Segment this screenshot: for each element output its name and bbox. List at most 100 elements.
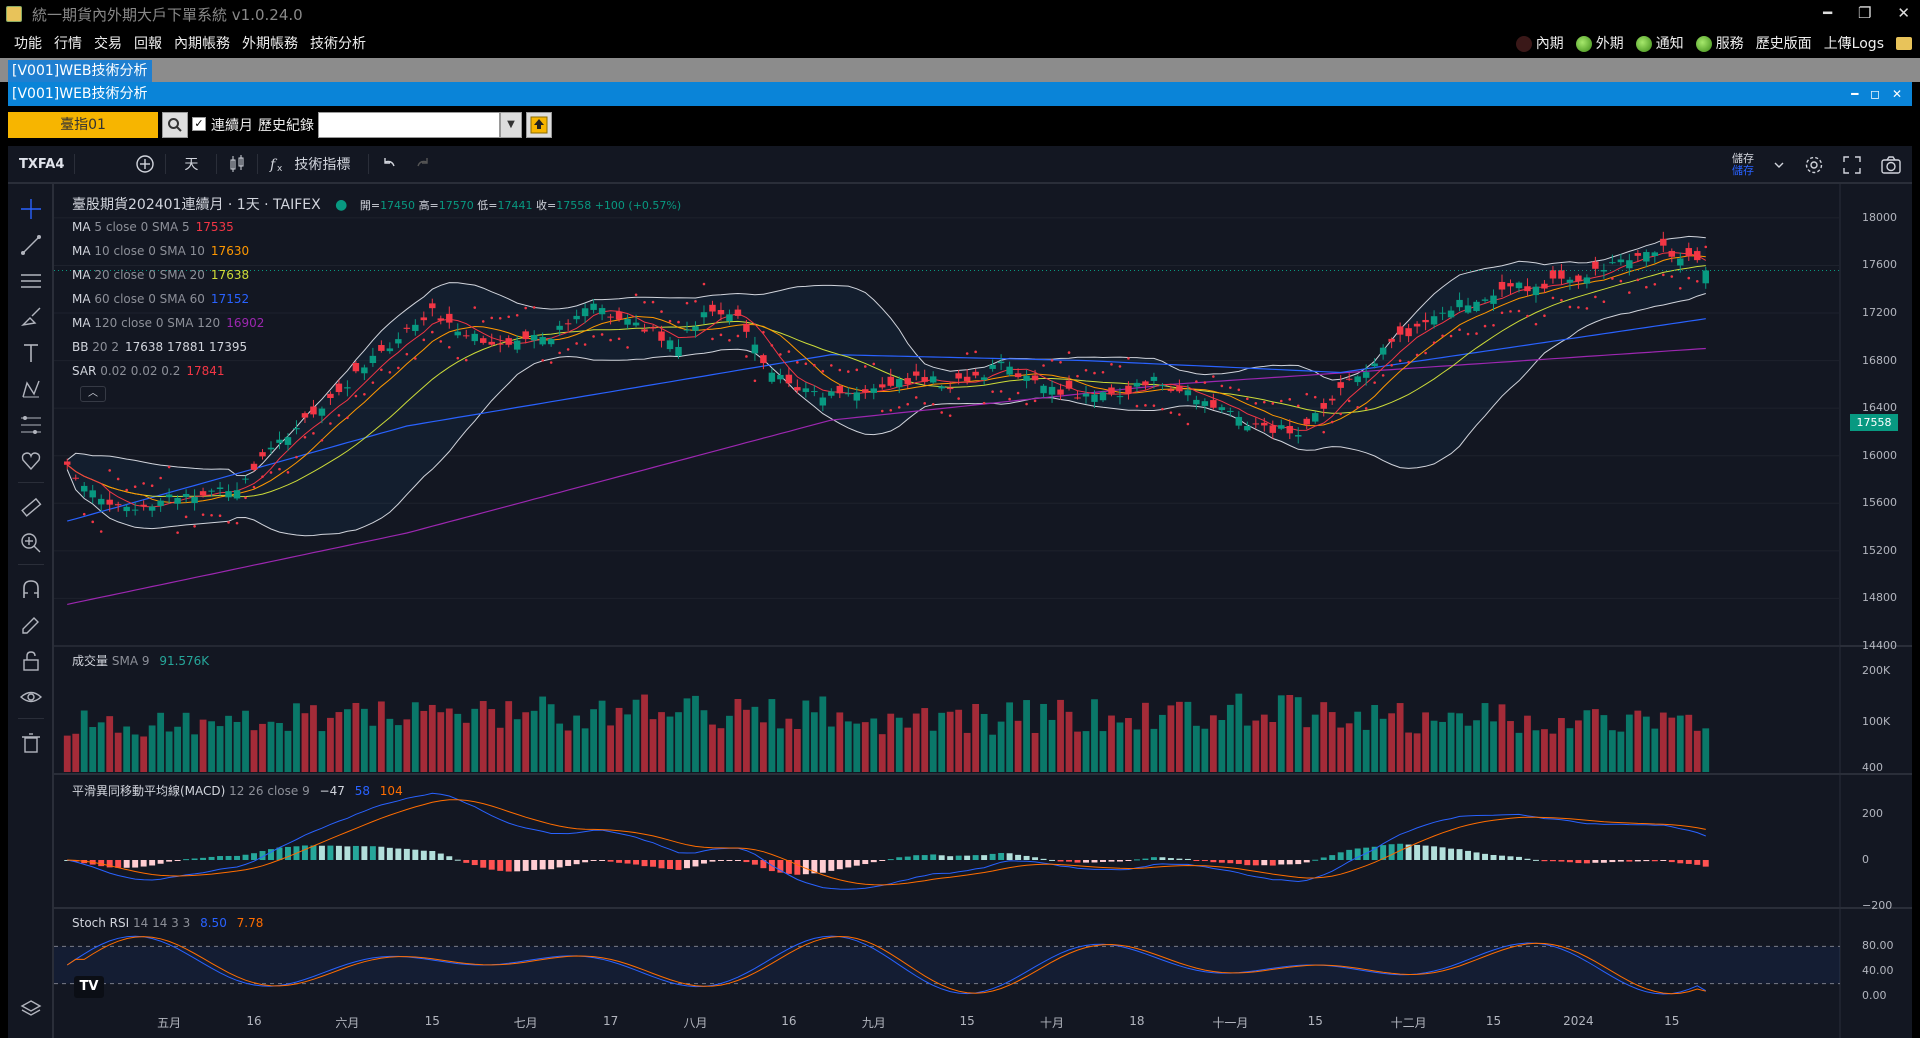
history-input[interactable] — [318, 112, 500, 138]
sar-dot — [1704, 245, 1708, 249]
price-chart[interactable] — [8, 146, 1912, 1038]
ruler-icon[interactable] — [20, 496, 42, 518]
sar-dot — [1653, 283, 1657, 286]
restore-button[interactable]: ❐ — [1857, 4, 1872, 22]
redo-icon[interactable] — [413, 154, 433, 174]
compare-symbol-icon[interactable] — [135, 154, 155, 174]
time-axis-label: 2024 — [1563, 1014, 1594, 1028]
volume-bar — [607, 725, 614, 772]
crosshair-icon[interactable] — [20, 198, 42, 220]
chart-symbol[interactable]: TXFA4 — [19, 156, 65, 172]
menu-quotes[interactable]: 行情 — [54, 36, 82, 52]
magnet-icon[interactable] — [20, 578, 42, 600]
indicator-legend-row[interactable]: MA 5 close 0 SMA 5 17535 — [72, 220, 234, 234]
sar-dot — [1568, 305, 1572, 309]
candle-body — [1065, 380, 1073, 389]
menu-domestic-account[interactable]: 內期帳務 — [174, 36, 230, 52]
candle-body — [454, 331, 461, 336]
close-button[interactable]: ✕ — [1897, 4, 1910, 22]
volume-bar — [344, 709, 351, 772]
menu-report[interactable]: 回報 — [134, 36, 162, 52]
volume-bar — [1328, 712, 1336, 772]
macd-histogram-bar — [955, 855, 962, 860]
pattern-tool-icon[interactable] — [20, 378, 42, 400]
macd-histogram-bar — [1354, 848, 1361, 860]
history-dropdown-button[interactable]: ▼ — [500, 112, 522, 138]
macd-histogram-bar — [106, 860, 113, 868]
sar-dot — [1152, 404, 1156, 407]
macd-histogram-bar — [1532, 859, 1539, 861]
chart-type-candle-icon[interactable] — [227, 154, 247, 174]
indicator-legend-row[interactable]: MA 60 close 0 SMA 60 17152 — [72, 292, 250, 306]
indicator-legend-row[interactable]: BB 20 2 17638 17881 17395 — [72, 340, 248, 354]
indicator-legend-row[interactable]: MA 20 close 0 SMA 20 17638 — [72, 268, 250, 282]
continuous-checkbox[interactable]: ✓ — [192, 117, 206, 131]
volume-bar — [488, 709, 496, 772]
pencil-lock-icon[interactable] — [20, 614, 42, 636]
candle-body — [530, 335, 538, 341]
undo-icon[interactable] — [379, 154, 399, 174]
eye-icon[interactable] — [20, 686, 42, 708]
tradingview-logo[interactable]: TV — [74, 976, 104, 998]
indicators-button[interactable]: 技術指標 — [294, 157, 351, 173]
menu-trade[interactable]: 交易 — [94, 36, 122, 52]
macd-histogram-bar — [149, 860, 156, 866]
candle-body — [581, 308, 589, 317]
status-foreign[interactable]: 外期 — [1575, 33, 1624, 53]
text-tool-icon[interactable] — [20, 342, 42, 364]
candle-body — [318, 408, 326, 416]
indicator-legend-row[interactable]: MA 120 close 0 SMA 120 16902 — [72, 316, 265, 330]
settings-gear-icon[interactable] — [1804, 155, 1824, 175]
save-layout-button[interactable]: 儲存 儲存 — [1732, 152, 1754, 177]
candle-body — [853, 392, 861, 401]
menu-function[interactable]: 功能 — [14, 36, 42, 52]
sar-dot — [371, 381, 375, 384]
export-button[interactable] — [526, 112, 552, 138]
trash-icon[interactable] — [20, 732, 42, 754]
fib-tool-icon[interactable] — [20, 414, 42, 436]
macd-histogram-bar — [1159, 857, 1166, 860]
status-domestic[interactable]: 內期 — [1515, 33, 1564, 53]
minimize-button[interactable]: ━ — [1822, 4, 1832, 22]
sar-dot — [1313, 395, 1317, 399]
menu-foreign-account[interactable]: 外期帳務 — [242, 36, 298, 52]
brush-icon[interactable] — [20, 306, 42, 328]
symbol-selector[interactable]: 臺指01 — [8, 112, 158, 138]
subwindow-controls[interactable]: ━ ◻ ✕ — [1851, 87, 1906, 101]
tab-web-analysis[interactable]: [V001]WEB技術分析 — [8, 60, 152, 82]
zoom-in-icon[interactable] — [20, 532, 42, 554]
menu-technical-analysis[interactable]: 技術分析 — [310, 36, 366, 52]
search-button[interactable] — [162, 112, 188, 138]
horizontal-lines-icon[interactable] — [20, 270, 42, 292]
bollinger-band-fill — [67, 236, 1706, 536]
chevron-down-icon[interactable] — [1772, 158, 1786, 172]
layers-icon[interactable] — [20, 998, 42, 1020]
lock-icon[interactable] — [20, 650, 42, 672]
indicator-legend-row[interactable]: SAR 0.02 0.02 0.2 17841 — [72, 364, 225, 378]
volume-bar — [1014, 720, 1022, 772]
macd-histogram-bar — [1133, 859, 1140, 861]
macd-histogram-bar — [870, 860, 877, 863]
status-notify[interactable]: 通知 — [1635, 33, 1684, 53]
interval-button[interactable]: 天 — [184, 157, 199, 173]
candle-body — [64, 461, 71, 465]
candle-body — [641, 329, 648, 332]
legend-collapse-button[interactable]: ︿ — [80, 386, 106, 402]
macd-histogram-bar — [862, 860, 869, 865]
camera-snapshot-icon[interactable] — [1880, 155, 1902, 175]
macd-histogram-bar — [734, 860, 741, 861]
volume-bar — [513, 719, 521, 772]
indicator-legend-row[interactable]: MA 10 close 0 SMA 10 17630 — [72, 244, 250, 258]
macd-histogram-bar — [386, 847, 393, 860]
macd-histogram-bar — [1524, 858, 1531, 860]
status-service[interactable]: 服務 — [1695, 33, 1744, 53]
folder-icon[interactable] — [1896, 36, 1912, 50]
macd-histogram-bar — [1558, 860, 1565, 862]
upload-logs-menu[interactable]: 上傳Logs — [1823, 36, 1884, 52]
heart-icon[interactable] — [20, 450, 42, 472]
history-layout-menu[interactable]: 歷史版面 — [1755, 36, 1812, 52]
fullscreen-icon[interactable] — [1842, 155, 1862, 175]
candle-body — [1345, 378, 1353, 380]
trend-line-icon[interactable] — [20, 234, 42, 256]
